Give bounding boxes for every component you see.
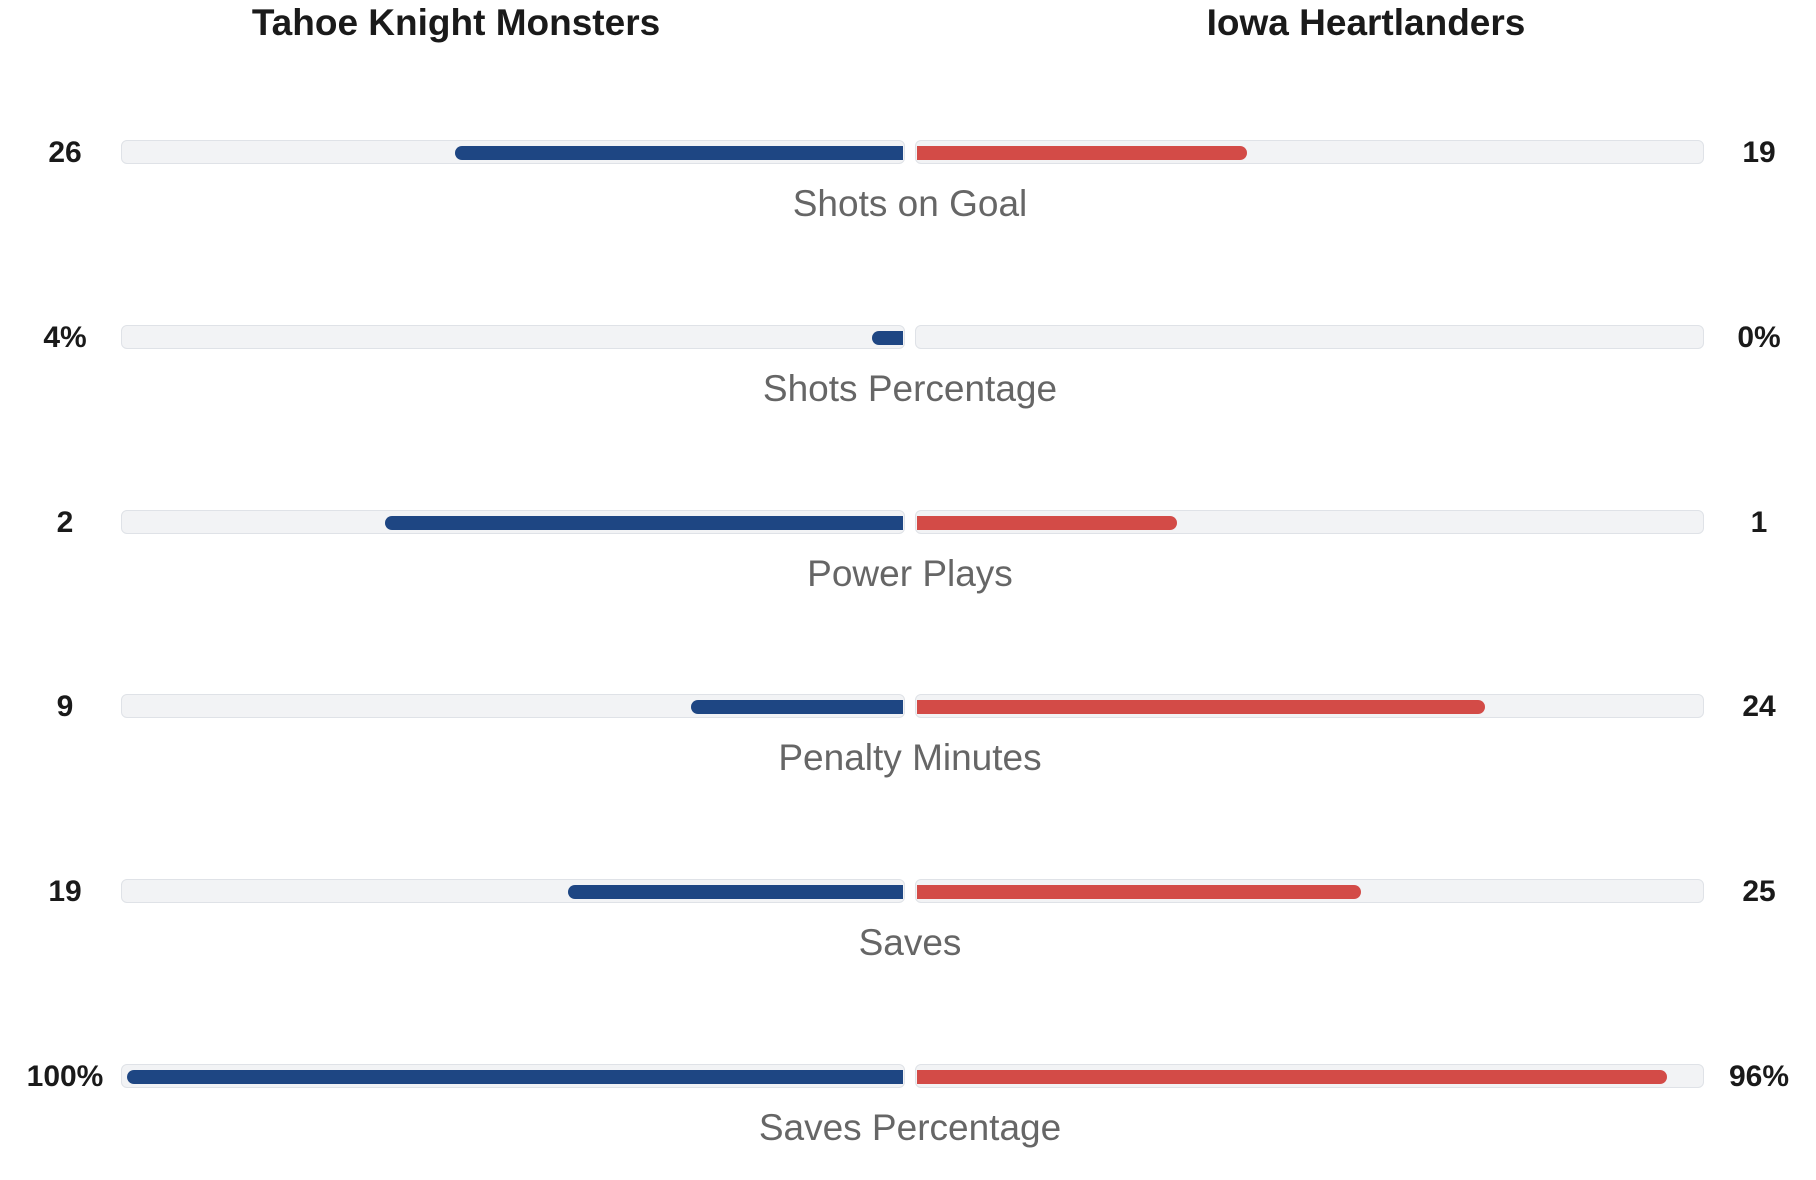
stat-bar-track-left [121,140,905,164]
stat-label: Saves Percentage [758,1107,1062,1148]
stat-label: Shots on Goal [792,183,1028,224]
stat-row-shots-on-goal: 26 19 Shots on Goal [0,138,1816,258]
team-name-left: Tahoe Knight Monsters [251,2,661,43]
stat-bar-fill-right [917,146,1247,160]
stat-bar-fill-right [917,1070,1667,1084]
stat-bar-fill-left [691,700,903,714]
stat-bar-track-left [121,510,905,534]
stat-bar-track-left [121,694,905,718]
stat-bar-track-left [121,879,905,903]
stat-bar-track-right [915,510,1704,534]
stat-bar-track-right [915,694,1704,718]
stat-row-shots-percentage: 4% 0% Shots Percentage [0,323,1816,443]
stat-value-left: 19 [48,875,82,908]
stat-value-right: 1 [1750,506,1768,539]
stat-bar-fill-left [455,146,903,160]
stat-bar-track-right [915,140,1704,164]
stat-bar-track-left [121,325,905,349]
stat-value-left: 4% [43,321,87,354]
stat-label: Shots Percentage [762,368,1058,409]
stat-bar-fill-right [917,885,1361,899]
stat-value-left: 2 [56,506,74,539]
stat-label: Penalty Minutes [778,737,1042,778]
stat-bar-fill-left [385,516,903,530]
stat-bar-fill-right [917,700,1485,714]
stat-row-saves: 19 25 Saves [0,877,1816,997]
stat-bar-fill-left [127,1070,903,1084]
stat-value-left: 26 [48,136,82,169]
stat-value-right: 24 [1742,690,1776,723]
stat-value-right: 96% [1728,1060,1790,1093]
stat-value-right: 25 [1742,875,1776,908]
stat-value-left: 100% [26,1060,104,1093]
stat-bar-fill-right [917,516,1178,530]
stat-bar-fill-left [567,885,903,899]
stat-bar-track-right [915,325,1704,349]
stat-row-penalty-minutes: 9 24 Penalty Minutes [0,692,1816,812]
stat-value-right: 19 [1742,136,1776,169]
stat-value-right: 0% [1737,321,1781,354]
stat-bar-track-right [915,1064,1704,1088]
stat-bar-fill-left [871,331,903,345]
stat-value-left: 9 [56,690,74,723]
team-name-right: Iowa Heartlanders [1206,2,1526,43]
stat-label: Saves [858,922,962,963]
stat-bar-track-left [121,1064,905,1088]
stat-row-saves-percentage: 100% 96% Saves Percentage [0,1062,1816,1180]
stat-row-power-plays: 2 1 Power Plays [0,508,1816,628]
stat-bar-track-right [915,879,1704,903]
stat-label: Power Plays [807,553,1013,594]
